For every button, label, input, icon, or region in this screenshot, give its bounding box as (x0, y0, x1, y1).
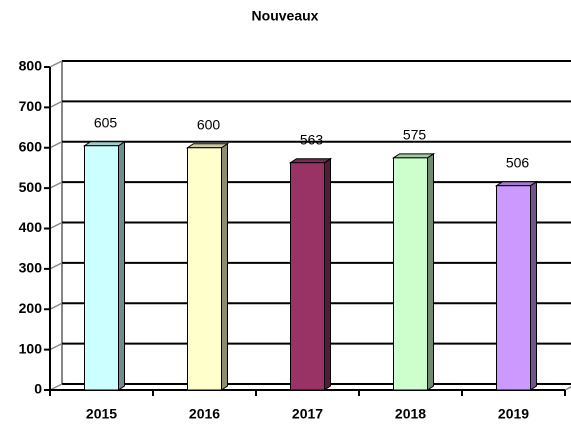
grid-line (49, 262, 63, 270)
bar-side (427, 152, 434, 391)
y-tick-label: 300 (19, 260, 43, 276)
bar (84, 145, 119, 391)
value-label: 575 (403, 127, 427, 143)
bar-top (82, 141, 127, 147)
x-tick-label: 2018 (395, 406, 426, 422)
y-tick-label: 600 (19, 138, 43, 154)
bar (393, 157, 428, 391)
bar-side (118, 140, 125, 391)
bar-top (288, 158, 333, 164)
bar-side (530, 180, 537, 391)
y-tick-label: 500 (19, 179, 43, 195)
x-tick-label: 2017 (292, 406, 323, 422)
grid-line (49, 181, 63, 189)
floor-edge (564, 386, 571, 391)
grid-line (49, 302, 63, 310)
bar-side (324, 157, 331, 391)
value-label: 563 (300, 131, 324, 147)
y-tick-label: 400 (19, 219, 43, 235)
x-tick-label: 2015 (86, 406, 117, 422)
grid-line (49, 342, 63, 351)
y-tick-label: 100 (19, 340, 43, 356)
y-tick-label: 800 (19, 58, 43, 74)
bar-side (221, 142, 228, 391)
grid-line (49, 60, 63, 68)
bar (290, 162, 325, 391)
y-tick-label: 200 (19, 300, 43, 316)
value-label: 600 (197, 116, 221, 132)
x-tick-label: 2016 (189, 406, 220, 422)
grid-line (49, 100, 63, 109)
grid-line (49, 141, 63, 149)
bar (496, 185, 531, 391)
x-tick-label: 2019 (498, 406, 529, 422)
chart-title: Nouveaux (252, 8, 319, 24)
bar-top (391, 153, 436, 159)
bar (187, 147, 222, 391)
bar-top (494, 181, 539, 187)
grid-line (49, 221, 63, 230)
y-tick-label: 0 (34, 381, 42, 397)
value-label: 506 (506, 154, 530, 170)
value-label: 605 (94, 114, 118, 130)
y-tick-label: 700 (19, 98, 43, 114)
bar-top (185, 143, 230, 149)
